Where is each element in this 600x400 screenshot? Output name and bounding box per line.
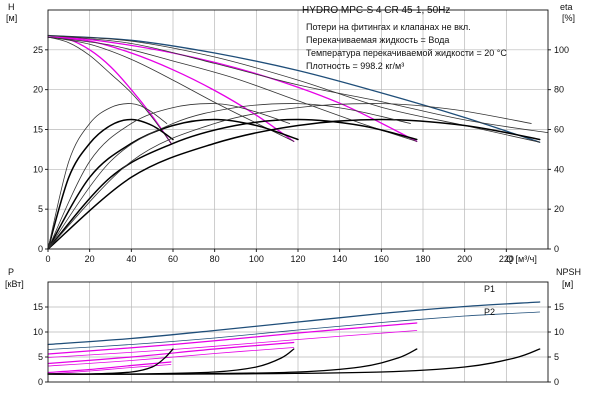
x-tick-label: 100 — [249, 254, 264, 264]
npsh-axis-label-unit: [м] — [562, 279, 573, 289]
power-curve — [47, 361, 172, 374]
right-tick-label: 40 — [554, 164, 564, 174]
power-curve — [47, 364, 172, 375]
left-tick-label: 15 — [33, 302, 43, 312]
x-tick-label: 60 — [168, 254, 178, 264]
right-axis-label-name: eta — [560, 2, 573, 12]
power-curve — [47, 330, 418, 358]
right-tick-label: 0 — [554, 244, 559, 254]
right-tick-label: 5 — [554, 352, 559, 362]
right-tick-label: 10 — [554, 327, 564, 337]
x-tick-label: 120 — [290, 254, 305, 264]
head-curve — [47, 36, 295, 143]
npsh-axis-label-name: NPSH — [556, 267, 581, 277]
left-tick-label: 10 — [33, 327, 43, 337]
note-line: Потери на фитингах и клапанах не вкл. — [306, 22, 471, 32]
eta-curve — [47, 103, 291, 250]
head-curve — [47, 36, 418, 143]
head-curve — [47, 36, 172, 144]
head-curve — [47, 34, 541, 143]
head-chart-curves — [47, 34, 549, 250]
power-npsh-chart: 0 5 10 15 0 5 10 15 P [кВт] NPSH [м] P1 P2 — [5, 267, 581, 387]
head-curve — [47, 36, 172, 144]
head-curve — [47, 36, 418, 142]
right-tick-label: 80 — [554, 85, 564, 95]
x-axis-label: Q [м³/ч] — [506, 254, 537, 264]
series-label-p2: P2 — [484, 307, 495, 317]
left-tick-label: 25 — [33, 45, 43, 55]
left-tick-label: 0 — [38, 377, 43, 387]
eta-curve — [47, 118, 418, 250]
left-tick-label: 5 — [38, 352, 43, 362]
head-curve — [47, 36, 295, 142]
left-axis-label-name: H — [8, 2, 15, 12]
power-chart-curves — [47, 301, 541, 375]
left-tick-label: 15 — [33, 125, 43, 135]
head-chart-ticks: 0 20 40 60 80 100 120 140 160 180 200 2200510152025… — [33, 45, 569, 264]
x-tick-label: 0 — [45, 254, 50, 264]
left-axis-label-unit: [м] — [6, 13, 17, 23]
npsh-curve — [47, 348, 541, 375]
note-line: Температура перекачиваемой жидкости = 20… — [306, 48, 507, 58]
eta-curve — [47, 118, 541, 250]
note-line: Перекачиваемая жидкость = Вода — [306, 35, 449, 45]
x-tick-label: 180 — [415, 254, 430, 264]
x-tick-label: 200 — [457, 254, 472, 264]
eta-curve — [47, 118, 174, 250]
power-curve — [47, 347, 295, 367]
power-axis-label-unit: [кВт] — [5, 279, 24, 289]
power-curve — [47, 322, 418, 355]
x-tick-label: 160 — [374, 254, 389, 264]
left-tick-label: 5 — [38, 204, 43, 214]
right-tick-label: 15 — [554, 302, 564, 312]
right-tick-label: 60 — [554, 125, 564, 135]
power-axis-label-name: P — [8, 267, 14, 277]
eta-curve — [47, 103, 168, 250]
head-efficiency-chart: 0 20 40 60 80 100 120 140 160 180 200 2200510152025… — [6, 2, 575, 264]
x-tick-label: 140 — [332, 254, 347, 264]
head-curve — [47, 35, 549, 134]
x-tick-label: 220 — [499, 254, 514, 264]
right-axis-label-unit: [%] — [562, 13, 575, 23]
power-curve — [47, 341, 295, 365]
series-label-p1: P1 — [484, 284, 495, 294]
right-tick-label: 0 — [554, 377, 559, 387]
eta-curve — [47, 103, 532, 250]
head-chart-grid — [48, 10, 548, 249]
x-tick-label: 80 — [210, 254, 220, 264]
right-tick-label: 20 — [554, 204, 564, 214]
x-tick-label: 20 — [85, 254, 95, 264]
power-chart-grid — [48, 282, 548, 382]
chart-title: HYDRO MPC-S 4 CR 45-1, 50Hz — [302, 5, 450, 16]
x-tick-label: 40 — [126, 254, 136, 264]
power-chart-ticks: 0 5 10 15 0 5 10 15 — [33, 302, 564, 387]
series-p1-curve — [47, 301, 541, 346]
series-p2-curve — [47, 311, 541, 350]
right-tick-label: 100 — [554, 45, 569, 55]
eta-curve — [47, 118, 299, 250]
note-line: Плотность = 998.2 кг/м³ — [306, 61, 404, 71]
left-tick-label: 10 — [33, 164, 43, 174]
eta-curve — [47, 103, 411, 250]
left-tick-label: 20 — [33, 85, 43, 95]
left-tick-label: 0 — [38, 244, 43, 254]
